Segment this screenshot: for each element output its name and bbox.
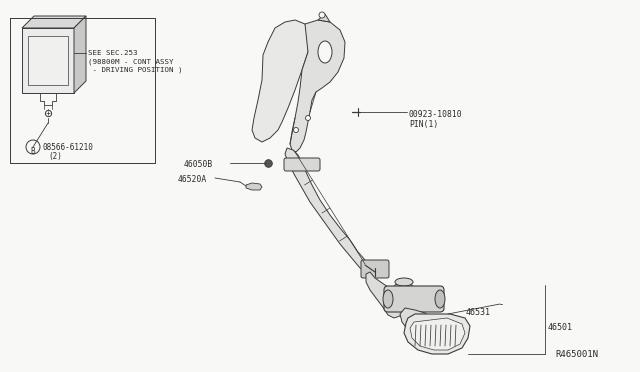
Text: 46050B: 46050B	[184, 160, 213, 169]
Text: 46531: 46531	[466, 308, 491, 317]
Text: - DRIVING POSITION ): - DRIVING POSITION )	[88, 66, 182, 73]
Text: PIN(1): PIN(1)	[409, 120, 438, 129]
Polygon shape	[22, 16, 86, 28]
Polygon shape	[392, 282, 415, 303]
Text: 46520A: 46520A	[178, 175, 207, 184]
Polygon shape	[74, 16, 86, 93]
Polygon shape	[404, 314, 470, 354]
Polygon shape	[246, 183, 262, 190]
Circle shape	[305, 115, 310, 121]
Polygon shape	[285, 148, 368, 272]
Text: B: B	[31, 147, 35, 155]
Circle shape	[319, 12, 325, 18]
FancyBboxPatch shape	[384, 286, 444, 312]
Polygon shape	[290, 20, 345, 152]
Ellipse shape	[383, 290, 393, 308]
Ellipse shape	[435, 290, 445, 308]
Polygon shape	[400, 308, 436, 337]
Polygon shape	[252, 20, 310, 142]
FancyBboxPatch shape	[361, 260, 389, 278]
Text: (98800M - CONT ASSY: (98800M - CONT ASSY	[88, 58, 173, 64]
Polygon shape	[366, 272, 403, 318]
FancyBboxPatch shape	[284, 158, 320, 171]
Ellipse shape	[318, 41, 332, 63]
Text: 08566-61210: 08566-61210	[42, 143, 93, 152]
Text: (2): (2)	[48, 152, 62, 161]
Text: R465001N: R465001N	[555, 350, 598, 359]
Polygon shape	[410, 318, 465, 350]
Polygon shape	[22, 28, 74, 93]
Text: 46501: 46501	[548, 324, 573, 333]
Text: 00923-10810: 00923-10810	[409, 110, 463, 119]
Circle shape	[294, 128, 298, 132]
Ellipse shape	[395, 278, 413, 286]
Polygon shape	[28, 36, 68, 85]
Text: SEE SEC.253: SEE SEC.253	[88, 50, 138, 56]
Polygon shape	[318, 14, 330, 22]
